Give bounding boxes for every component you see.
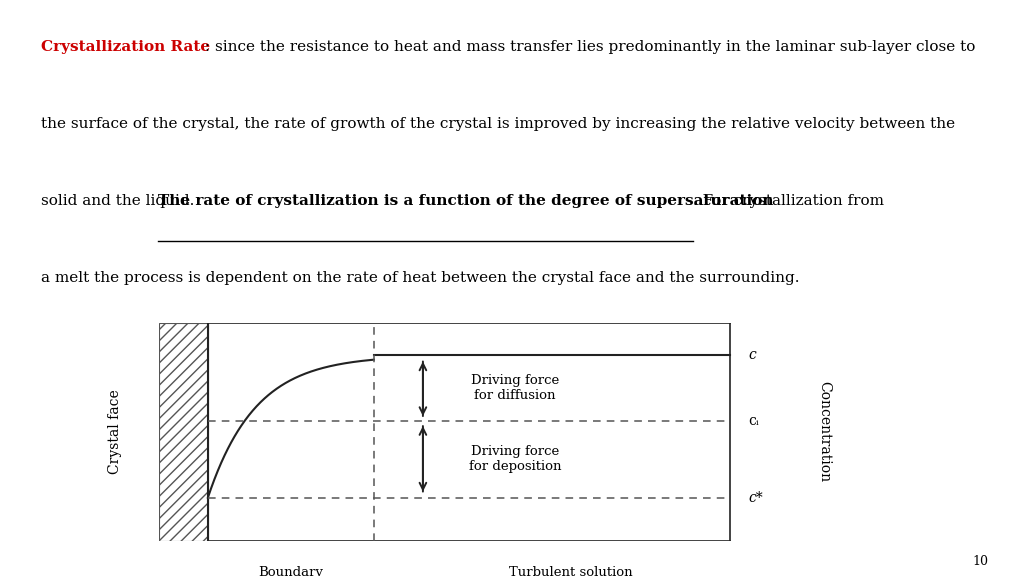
Text: Crystal face: Crystal face [109,389,122,475]
Text: 10: 10 [972,555,988,568]
Text: Boundary
layer: Boundary layer [258,566,324,576]
Text: the surface of the crystal, the rate of growth of the crystal is improved by inc: the surface of the crystal, the rate of … [41,117,955,131]
Text: a melt the process is dependent on the rate of heat between the crystal face and: a melt the process is dependent on the r… [41,271,800,285]
Text: cᵢ: cᵢ [749,414,759,428]
Text: Concentration: Concentration [817,381,831,483]
Text: solid and the liquid.: solid and the liquid. [41,194,200,208]
Text: c: c [749,348,757,362]
Text: . For crystallization from: . For crystallization from [693,194,885,208]
Text: Driving force
for deposition: Driving force for deposition [469,445,561,473]
Text: : since the resistance to heat and mass transfer lies predominantly in the lamin: : since the resistance to heat and mass … [200,40,975,54]
Text: Crystallization Rate: Crystallization Rate [41,40,210,54]
Text: The rate of crystallization is a function of the degree of supersaturation: The rate of crystallization is a functio… [158,194,773,208]
Text: c*: c* [749,491,763,505]
Bar [159,323,208,541]
Text: Driving force
for diffusion: Driving force for diffusion [471,374,559,402]
Text: Turbulent solution: Turbulent solution [509,566,632,576]
